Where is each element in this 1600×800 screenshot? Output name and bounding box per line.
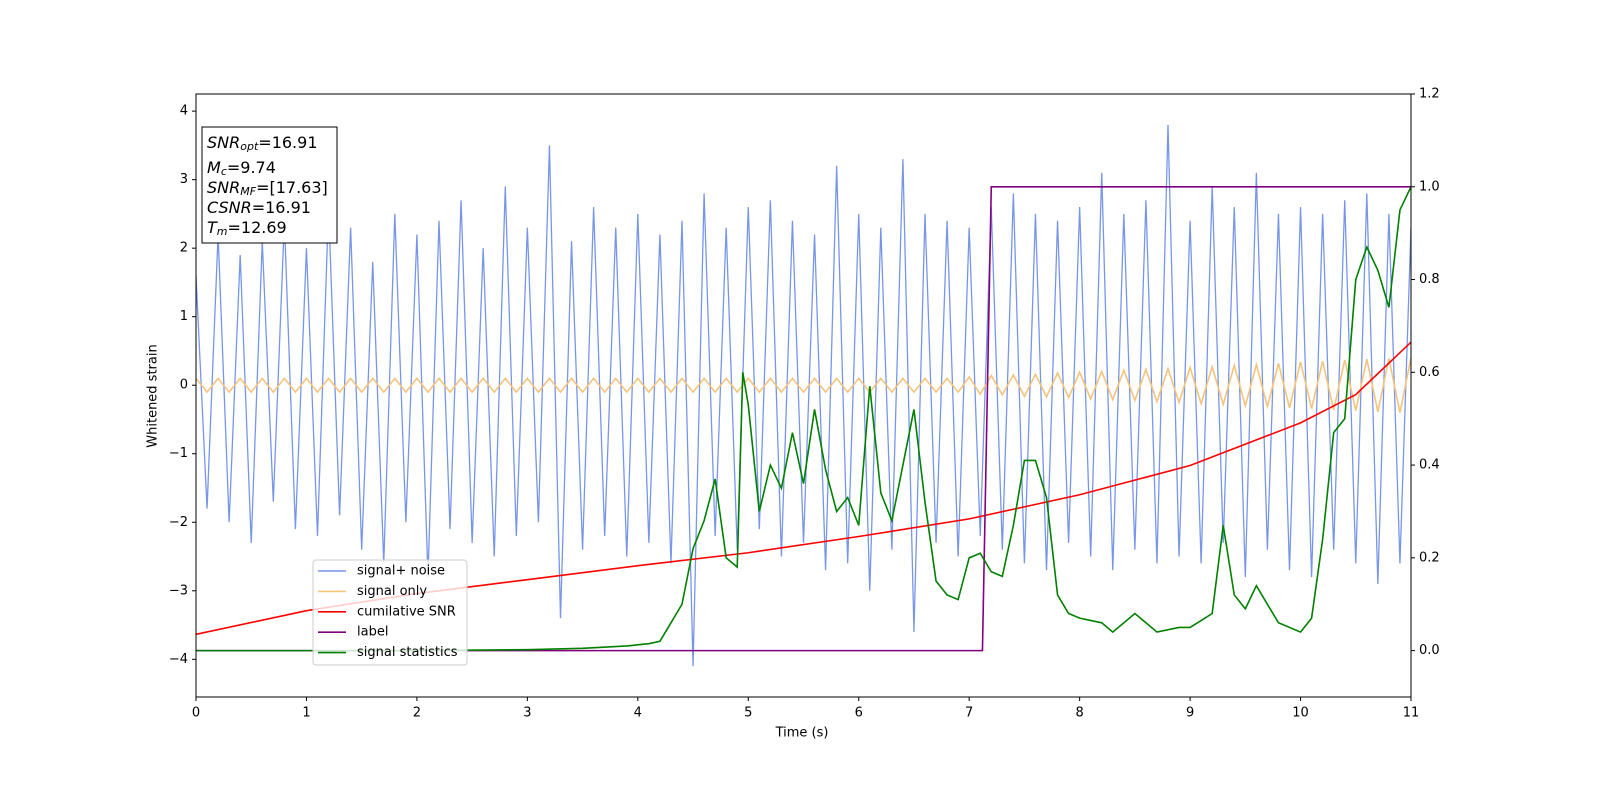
annotation-value: =16.91: [258, 133, 317, 152]
x-tick-label: 2: [413, 706, 421, 721]
annotation-line: SNRMF=[17.63]: [207, 178, 328, 199]
y-tick-label: −3: [169, 583, 188, 598]
series-line: [196, 186, 1411, 652]
y-tick-label: 1: [180, 309, 188, 324]
annotation-value: =[17.63]: [256, 178, 328, 197]
annotation-subscript: m: [217, 225, 228, 238]
y2-tick-label: 0.2: [1419, 550, 1440, 565]
annotation-subscript: opt: [240, 140, 259, 153]
x-tick-label: 5: [744, 706, 752, 721]
y2-tick-label: 0.0: [1419, 643, 1440, 658]
annotation-symbol: SNR: [207, 178, 240, 197]
annotation-symbol: T: [207, 218, 218, 237]
x-tick-label: 1: [302, 706, 310, 721]
y2-tick-label: 1.2: [1419, 87, 1440, 102]
x-tick-label: 3: [523, 706, 531, 721]
y2-tick-label: 0.4: [1419, 458, 1440, 473]
y-tick-label: 3: [180, 172, 188, 187]
legend-box: [312, 559, 468, 666]
series-line: [196, 185, 1411, 652]
y-tick-label: −1: [169, 446, 188, 461]
series-line: [196, 357, 1411, 413]
plot-frame: [195, 93, 1412, 698]
x-tick-label: 10: [1292, 706, 1309, 721]
x-tick-label: 6: [855, 706, 863, 721]
legend-label: signal+ noise: [357, 564, 445, 579]
y2-tick-label: 0.8: [1419, 272, 1440, 287]
y-tick-label: −2: [169, 515, 188, 530]
legend-label: signal only: [357, 584, 427, 599]
y-axis-label: Whitened strain: [146, 344, 161, 447]
y2-tick-label: 0.6: [1419, 365, 1440, 380]
annotation-symbol: SNR: [207, 133, 240, 152]
annotation-line: Tm=12.69: [207, 218, 287, 239]
y2-tick-label: 1.0: [1419, 179, 1440, 194]
annotation-subscript: c: [221, 165, 227, 178]
annotation-line: CSNR=16.91: [207, 198, 311, 217]
annotation-value: =12.69: [228, 218, 287, 237]
x-tick-label: 7: [965, 706, 973, 721]
y-tick-label: 4: [180, 104, 188, 119]
x-axis-label: Time (s): [775, 726, 829, 741]
annotation-value: =16.91: [252, 198, 311, 217]
annotation-line: SNRopt=16.91: [207, 133, 318, 154]
legend-label: signal statistics: [357, 645, 458, 660]
x-tick-label: 11: [1403, 706, 1420, 721]
series-line: [196, 124, 1411, 667]
annotation-subscript: MF: [240, 185, 256, 198]
annotation-box: [201, 126, 338, 244]
y-tick-label: 2: [180, 241, 188, 256]
annotation-line: Mc=9.74: [207, 158, 276, 179]
y-tick-label: −4: [169, 652, 188, 667]
annotation-symbol: M: [207, 158, 221, 177]
x-tick-label: 8: [1075, 706, 1083, 721]
y-tick-label: 0: [180, 378, 188, 393]
legend-label: cumilative SNR: [357, 604, 456, 619]
annotation-symbol: CSNR: [207, 198, 252, 217]
x-tick-label: 0: [192, 706, 200, 721]
annotation-value: =9.74: [227, 158, 276, 177]
x-tick-label: 9: [1186, 706, 1194, 721]
legend-label: label: [357, 625, 388, 640]
x-tick-label: 4: [634, 706, 642, 721]
